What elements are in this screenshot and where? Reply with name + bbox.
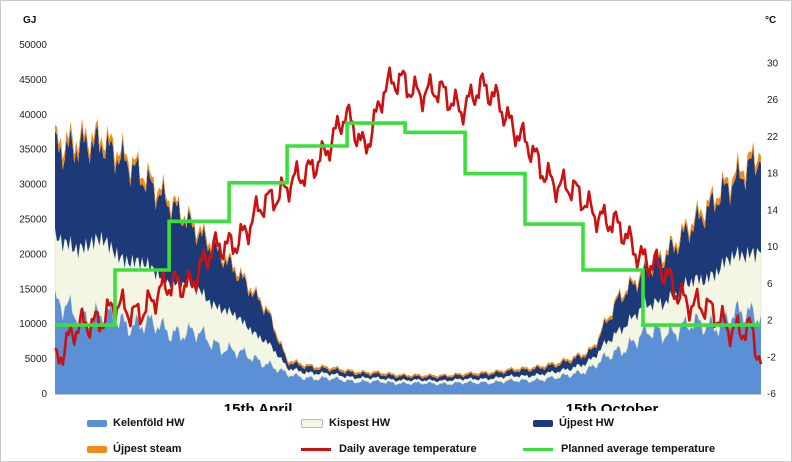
x-labels: 15th April 15th October	[224, 401, 659, 411]
y-right-tick-label: 14	[767, 205, 779, 216]
x-label: 15th October	[566, 401, 659, 411]
temperature-lines	[54, 66, 763, 366]
legend-swatch-ujpest-steam	[87, 445, 107, 453]
y-right-tick-label: -6	[767, 389, 776, 400]
legend-swatch-kispest	[301, 418, 323, 428]
y-left-tick-label: 30000	[19, 180, 47, 191]
area--jpest-hw	[55, 125, 761, 382]
y-left-tick-label: 0	[41, 389, 47, 400]
y-left-tick-label: 35000	[19, 145, 47, 156]
y-left-tick-label: 50000	[19, 40, 47, 51]
axis-ticks: 0 5000 10000 15000 20000 25000 30000 35000 40000…	[19, 40, 778, 400]
legend-swatch-planned-temp	[523, 447, 553, 451]
legend-label-kispest: Kispest HW	[329, 417, 391, 429]
y-right-tick-label: 22	[767, 132, 779, 143]
chart-svg: GJ °C 0 5000 10000 15000 20000 25000 30000 3500…	[19, 15, 778, 411]
daily-temperature-line	[54, 66, 763, 366]
y-left-tick-label: 20000	[19, 249, 47, 260]
y-right-tick-label: 10	[767, 242, 779, 253]
legend-swatch-kelenfold	[87, 419, 107, 427]
y-right-tick-label: 2	[767, 316, 773, 327]
y-left-tick-label: 5000	[25, 354, 48, 365]
y-right-tick-label: 26	[767, 95, 779, 106]
y-right-unit: °C	[765, 15, 776, 26]
y-right-tick-label: -2	[767, 352, 776, 363]
y-left-unit: GJ	[23, 15, 36, 26]
y-left-tick-label: 40000	[19, 110, 47, 121]
y-left-tick-label: 45000	[19, 75, 47, 86]
y-right-tick-label: 6	[767, 279, 773, 290]
legend-item-ujpest-hw: Újpest HW	[533, 417, 614, 429]
y-left-tick-label: 10000	[19, 319, 47, 330]
legend-label-daily-temp: Daily average temperature	[339, 443, 477, 455]
legend-label-ujpest-steam: Újpest steam	[113, 443, 182, 455]
area-kelenf-ld-hw	[55, 289, 761, 394]
planned-temperature-line	[55, 121, 761, 327]
legend-label-planned-temp: Planned average temperature	[561, 443, 716, 455]
legend-label-ujpest-hw: Újpest HW	[559, 417, 614, 429]
y-left-tick-label: 25000	[19, 215, 47, 226]
legend-swatch-daily-temp	[301, 447, 331, 451]
legend-item-ujpest-steam: Újpest steam	[87, 443, 181, 455]
stacked-areas	[54, 118, 762, 394]
legend-item-kispest: Kispest HW	[301, 417, 390, 429]
legend-item-planned-temp: Planned average temperature	[523, 443, 715, 455]
y-right-tick-label: 18	[767, 169, 779, 180]
y-right-tick-label: 30	[767, 58, 779, 69]
legend-swatch-ujpest-hw	[533, 419, 553, 427]
legend: Kelenföld HW Kispest HW Újpest HW Újpest…	[1, 411, 791, 461]
legend-item-kelenfold: Kelenföld HW	[87, 417, 185, 429]
legend-label-kelenfold: Kelenföld HW	[113, 417, 185, 429]
legend-item-daily-temp: Daily average temperature	[301, 443, 477, 455]
y-left-tick-label: 15000	[19, 284, 47, 295]
x-label: 15th April	[224, 401, 293, 411]
